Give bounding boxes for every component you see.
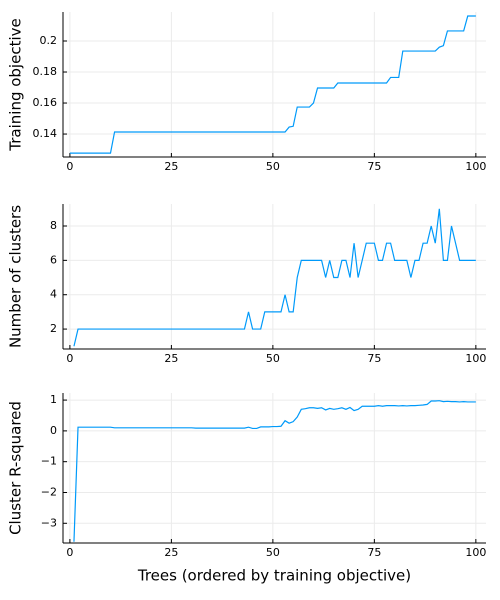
y-tick-label: 4 [50, 288, 57, 301]
y-tick-label: 8 [50, 219, 57, 232]
x-tick-label: 25 [164, 160, 178, 173]
data-line [73, 400, 476, 542]
x-tick-label: 0 [66, 546, 73, 559]
y-tick-label: 2 [50, 322, 57, 335]
x-tick-label: 50 [266, 546, 280, 559]
x-tick-label: 50 [266, 160, 280, 173]
x-tick-label: 75 [367, 546, 381, 559]
y-tick-label: 6 [50, 253, 57, 266]
x-axis-label: Trees (ordered by training objective) [137, 567, 411, 585]
y-tick-label: −2 [41, 485, 57, 498]
y-axis-label: Number of clusters [7, 205, 25, 348]
y-tick-label: 0.16 [33, 96, 58, 109]
y-axis-label: Training objective [7, 18, 25, 151]
y-tick-label: −3 [41, 516, 57, 529]
x-tick-label: 0 [66, 352, 73, 365]
x-tick-label: 25 [164, 352, 178, 365]
x-tick-label: 100 [465, 160, 486, 173]
x-tick-label: 50 [266, 352, 280, 365]
x-tick-label: 0 [66, 160, 73, 173]
data-line [69, 15, 476, 154]
y-tick-label: 0 [50, 424, 57, 437]
y-tick-label: 0.18 [33, 65, 58, 78]
x-tick-label: 75 [367, 160, 381, 173]
x-tick-label: 75 [367, 352, 381, 365]
y-tick-label: 0.2 [40, 34, 58, 47]
x-tick-label: 25 [164, 546, 178, 559]
y-axis-label: Cluster R-squared [7, 401, 25, 535]
data-line [73, 208, 476, 347]
y-tick-label: 0.14 [33, 127, 58, 140]
y-tick-label: −1 [41, 455, 57, 468]
x-tick-label: 100 [465, 352, 486, 365]
y-tick-label: 1 [50, 393, 57, 406]
x-tick-label: 100 [465, 546, 486, 559]
